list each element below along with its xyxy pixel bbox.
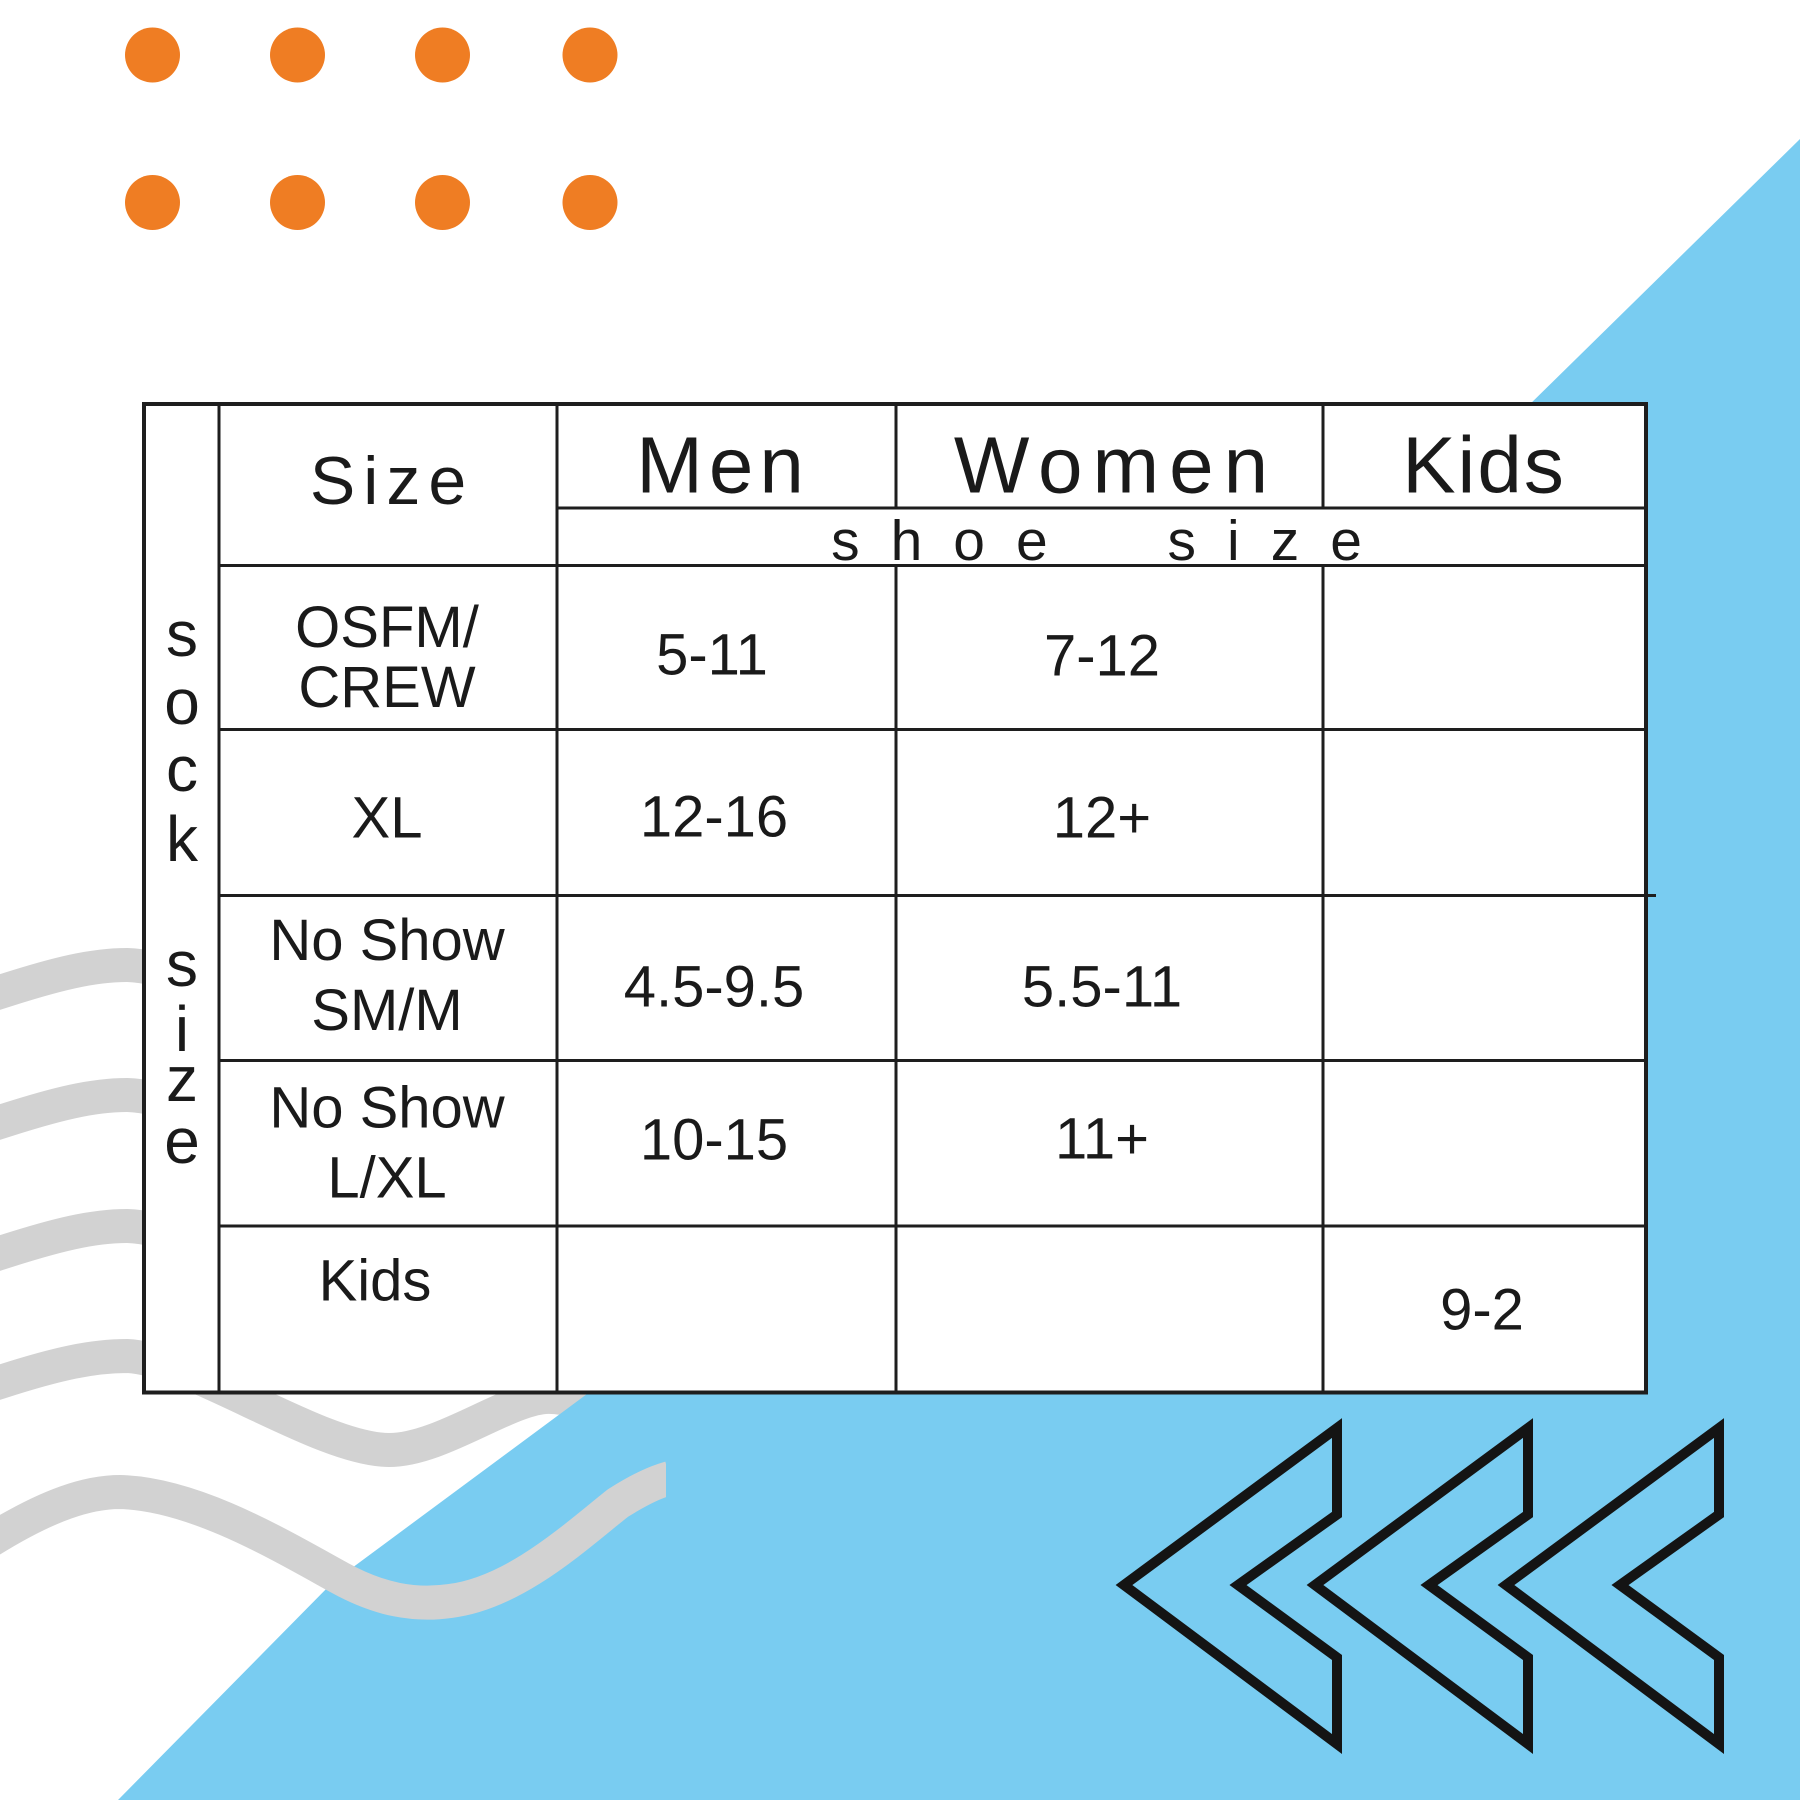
svg-text:c: c xyxy=(166,733,198,805)
svg-text:s: s xyxy=(166,598,198,670)
svg-text:12+: 12+ xyxy=(1053,786,1151,851)
svg-text:11+: 11+ xyxy=(1055,1107,1149,1172)
svg-text:4.5-9.5: 4.5-9.5 xyxy=(624,955,805,1020)
svg-text:i: i xyxy=(175,993,189,1065)
svg-text:z: z xyxy=(166,1043,198,1115)
svg-text:7-12: 7-12 xyxy=(1044,624,1160,689)
svg-text:5.5-11: 5.5-11 xyxy=(1022,955,1182,1020)
svg-text:k: k xyxy=(166,803,199,875)
svg-text:10-15: 10-15 xyxy=(640,1108,788,1173)
svg-text:Kids: Kids xyxy=(1402,421,1566,510)
svg-text:e: e xyxy=(164,1105,200,1177)
svg-text:s: s xyxy=(166,928,198,1000)
svg-text:No Show: No Show xyxy=(269,908,505,973)
svg-text:L/XL: L/XL xyxy=(327,1146,446,1211)
svg-text:5-11: 5-11 xyxy=(656,623,768,688)
svg-text:No Show: No Show xyxy=(269,1076,505,1141)
svg-text:CREW: CREW xyxy=(298,655,475,720)
svg-text:OSFM/: OSFM/ xyxy=(295,595,480,660)
svg-text:SM/M: SM/M xyxy=(311,978,462,1043)
svg-text:Size: Size xyxy=(310,443,474,519)
svg-text:XL: XL xyxy=(352,786,423,851)
svg-text:9-2: 9-2 xyxy=(1440,1278,1524,1343)
svg-text:12-16: 12-16 xyxy=(640,785,788,850)
svg-text:Men: Men xyxy=(636,421,810,510)
svg-text:o: o xyxy=(164,666,200,738)
svg-text:shoe size: shoe size xyxy=(831,509,1393,573)
svg-text:Women: Women xyxy=(954,421,1278,510)
svg-text:Kids: Kids xyxy=(319,1249,432,1314)
